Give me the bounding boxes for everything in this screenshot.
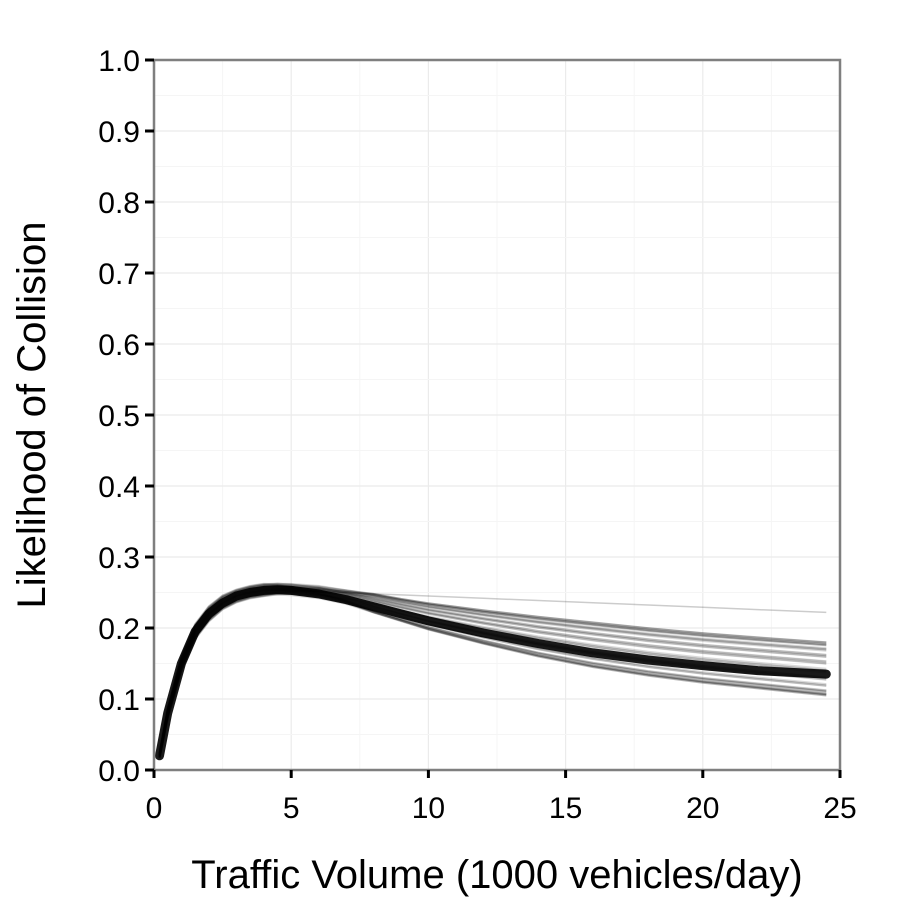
plot-grid (154, 60, 840, 770)
y-tick-label: 0.8 (98, 187, 140, 220)
x-tick-label: 15 (549, 792, 582, 825)
y-tick-label: 0.3 (98, 542, 140, 575)
y-tick-label: 0.1 (98, 684, 140, 717)
simulation-line-core (155, 585, 831, 761)
x-tick-label: 20 (686, 792, 719, 825)
y-tick-label: 0.7 (98, 258, 140, 291)
y-tick-label: 0.6 (98, 329, 140, 362)
y-tick-label: 1.0 (98, 45, 140, 78)
y-tick-label: 0.2 (98, 613, 140, 646)
x-tick-label: 10 (412, 792, 445, 825)
y-tick-label: 0.9 (98, 116, 140, 149)
y-tick-label: 0.5 (98, 400, 140, 433)
y-tick-label: 0.0 (98, 755, 140, 788)
simulation-lines (155, 582, 831, 761)
y-tick-label: 0.4 (98, 471, 140, 504)
x-tick-label: 0 (146, 792, 163, 825)
y-axis-title: Likelihood of Collision (10, 222, 54, 609)
axis-ticks: 0 5 10 15 20 25 0.0 0.1 0.2 0.3 0.4 0.5 0.6 0.7 0.8 0.9… (98, 45, 856, 825)
x-tick-label: 5 (283, 792, 300, 825)
x-tick-label: 25 (823, 792, 856, 825)
simulation-line-outlier (158, 588, 827, 756)
x-axis-title: Traffic Volume (1000 vehicles/day) (191, 853, 802, 897)
